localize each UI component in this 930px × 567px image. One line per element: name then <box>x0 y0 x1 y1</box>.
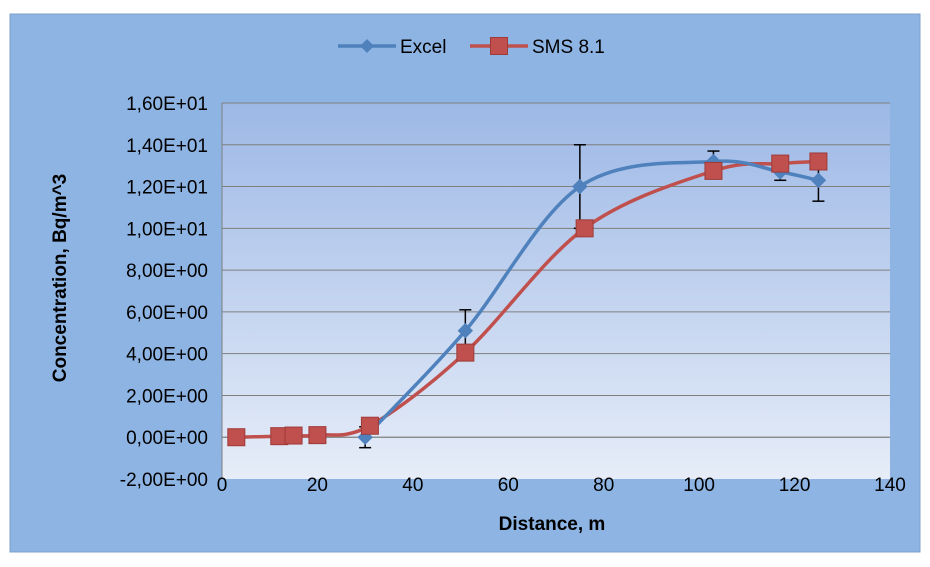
data-point-sms <box>704 161 723 180</box>
y-tick-label: 2,00E+00 <box>126 386 208 407</box>
legend-item: SMS 8.1 <box>470 37 605 58</box>
data-point-excel <box>457 322 474 339</box>
x-tick-label: 40 <box>402 475 423 496</box>
plot-area <box>222 103 890 479</box>
y-tick-label: 6,00E+00 <box>126 303 208 324</box>
y-axis-label: Concentration, Bq/m^3 <box>50 174 71 383</box>
axes <box>221 103 890 479</box>
x-tick-labels: 0 20 40 60 80 100 120 140 <box>217 475 906 496</box>
x-tick-label: 120 <box>779 475 811 496</box>
data-point-sms <box>809 152 828 171</box>
y-tick-label: 1,60E+01 <box>126 94 208 115</box>
data-point-sms <box>227 428 246 447</box>
y-tick-label: 1,20E+01 <box>126 178 208 199</box>
y-tick-label: -2,00E+00 <box>120 470 208 491</box>
x-tick-label: 60 <box>498 475 519 496</box>
data-point-excel <box>572 178 588 195</box>
y-tick-label: 0,00E+00 <box>126 428 208 449</box>
y-tick-label: 1,40E+01 <box>126 136 208 157</box>
data-point-sms <box>456 343 475 362</box>
x-tick-label: 100 <box>683 475 715 496</box>
x-tick-label: 80 <box>593 475 614 496</box>
legend: Excel SMS 8.1 <box>338 37 605 58</box>
y-tick-label: 8,00E+00 <box>126 261 208 282</box>
x-axis-label: Distance, m <box>499 514 606 535</box>
data-point-sms <box>575 219 594 238</box>
y-tick-label: 4,00E+00 <box>126 345 208 366</box>
series-markers <box>227 152 828 447</box>
x-tick-label: 140 <box>874 475 906 496</box>
data-point-excel <box>810 172 827 188</box>
data-point-sms <box>360 416 379 435</box>
data-point-sms <box>308 426 327 445</box>
x-tick-label: 20 <box>307 475 328 496</box>
data-point-sms <box>771 154 790 173</box>
y-tick-labels: -2,00E+00 0,00E+00 2,00E+00 4,00E+00 6,00E+0… <box>120 94 208 491</box>
legend-label: Excel <box>400 37 446 58</box>
legend-label: SMS 8.1 <box>532 37 605 58</box>
y-tick-label: 1,00E+01 <box>126 219 208 240</box>
x-tick-label: 0 <box>217 475 228 496</box>
data-point-sms <box>284 426 303 445</box>
legend-item: Excel <box>338 37 446 58</box>
